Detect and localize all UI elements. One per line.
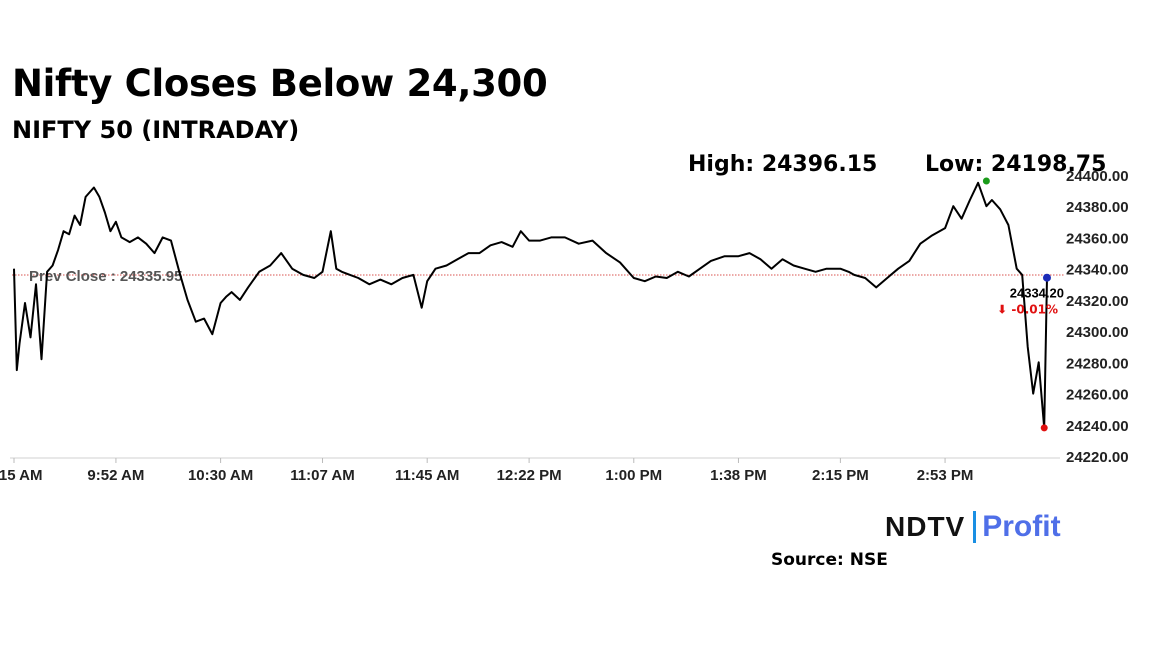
low-marker [1040, 424, 1048, 432]
x-tick-label: 11:07 AM [290, 467, 354, 484]
last-price-marker [1042, 273, 1051, 282]
logo-divider [973, 511, 977, 543]
x-tick-label: 10:30 AM [188, 467, 253, 484]
y-tick-label: 24240.00 [1066, 418, 1129, 435]
x-tick-label: 11:45 AM [395, 467, 459, 484]
x-tick-label: 2:53 PM [917, 467, 974, 484]
y-tick-label: 24280.00 [1066, 355, 1129, 372]
x-tick-label: 9:52 AM [87, 467, 144, 484]
low-label: Low: 24198.75 [925, 152, 1107, 177]
logo-profit-text: Profit [982, 510, 1061, 543]
y-tick-label: 24320.00 [1066, 293, 1129, 310]
x-tick-label: 1:38 PM [710, 467, 767, 484]
ndtv-profit-logo: NDTV Profit [885, 510, 1061, 544]
y-tick-label: 24380.00 [1066, 199, 1129, 216]
high-label: High: 24396.15 [688, 152, 878, 177]
intraday-line-chart: 9:15 AM 9:52 AM 10:30 AM 11:07 AM 11:45 AM 12… [0, 168, 1129, 484]
prev-close-label: Prev Close : 24335.95 [29, 268, 182, 285]
y-tick-label: 24260.00 [1066, 387, 1129, 404]
y-tick-label: 24300.00 [1066, 324, 1129, 341]
y-tick-label: 24400.00 [1066, 168, 1129, 185]
change-label: ⬇ -0.01% [997, 303, 1058, 317]
y-tick-label: 24340.00 [1066, 262, 1129, 279]
high-marker [982, 177, 990, 185]
logo-ndtv-text: NDTV [885, 511, 966, 542]
x-tick-label: 12:22 PM [497, 467, 562, 484]
y-tick-label: 24220.00 [1066, 449, 1129, 466]
last-price-label: 24334.20 [1010, 286, 1064, 301]
chart-subtitle: NIFTY 50 (INTRADAY) [12, 116, 300, 144]
x-tick-label: 1:00 PM [605, 467, 662, 484]
y-tick-label: 24360.00 [1066, 230, 1129, 247]
source-note: Source: NSE [771, 550, 888, 570]
price-line [13, 181, 1048, 429]
chart-title: Nifty Closes Below 24,300 [12, 62, 548, 105]
x-tick-label: 2:15 PM [812, 467, 869, 484]
x-tick-label: 9:15 AM [0, 467, 42, 484]
